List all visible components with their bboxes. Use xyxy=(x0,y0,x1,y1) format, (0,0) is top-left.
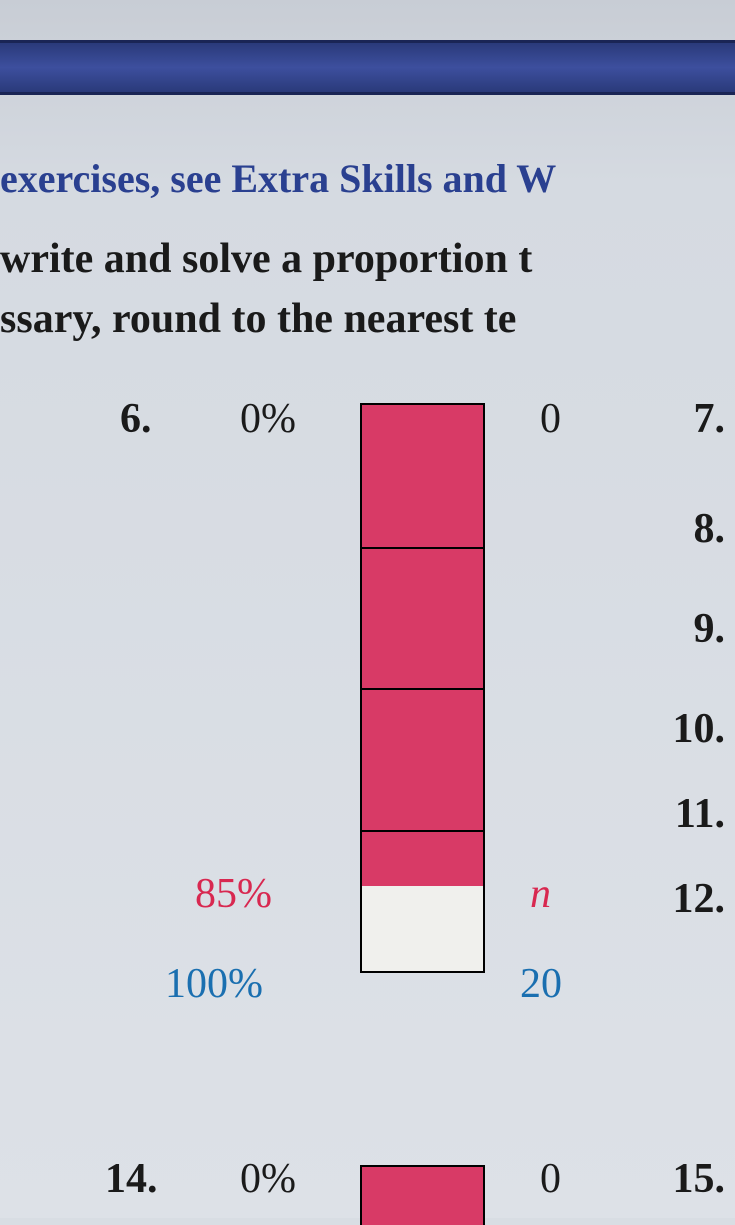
label-0-percent-14: 0% xyxy=(240,1155,296,1203)
problem-number-14: 14. xyxy=(105,1155,158,1203)
label-100-percent: 100% xyxy=(165,960,263,1008)
problem-number-6: 6. xyxy=(120,395,152,443)
bar-fill xyxy=(362,405,483,886)
header-content: exercises, see Extra Skills and W xyxy=(0,156,556,201)
problem-number-10: 10. xyxy=(673,705,726,753)
problem-area: 6. 0% 0 85% n 100% 20 7. 8. 9. 10. 11. 1… xyxy=(0,395,735,1218)
label-0-value: 0 xyxy=(540,395,561,443)
textbook-page: exercises, see Extra Skills and W write … xyxy=(0,0,735,1218)
problem-number-8: 8. xyxy=(694,505,726,553)
header-text: exercises, see Extra Skills and W xyxy=(0,155,735,202)
problem-number-11: 11. xyxy=(675,790,725,838)
label-n: n xyxy=(530,870,551,918)
bar-divider xyxy=(362,688,483,690)
percent-bar xyxy=(360,403,485,973)
percent-bar-14 xyxy=(360,1165,485,1225)
instruction-line-2: ssary, round to the nearest te xyxy=(0,295,735,343)
problem-number-15: 15. xyxy=(673,1155,726,1203)
bar-divider xyxy=(362,547,483,549)
label-0-value-14: 0 xyxy=(540,1155,561,1203)
problem-number-9: 9. xyxy=(694,605,726,653)
problem-number-7: 7. xyxy=(694,395,726,443)
bar-divider xyxy=(362,830,483,832)
header-band xyxy=(0,40,735,95)
label-20-value: 20 xyxy=(520,960,562,1008)
instruction-line-1: write and solve a proportion t xyxy=(0,235,735,283)
problem-number-12: 12. xyxy=(673,875,726,923)
label-0-percent: 0% xyxy=(240,395,296,443)
label-85-percent: 85% xyxy=(195,870,272,918)
